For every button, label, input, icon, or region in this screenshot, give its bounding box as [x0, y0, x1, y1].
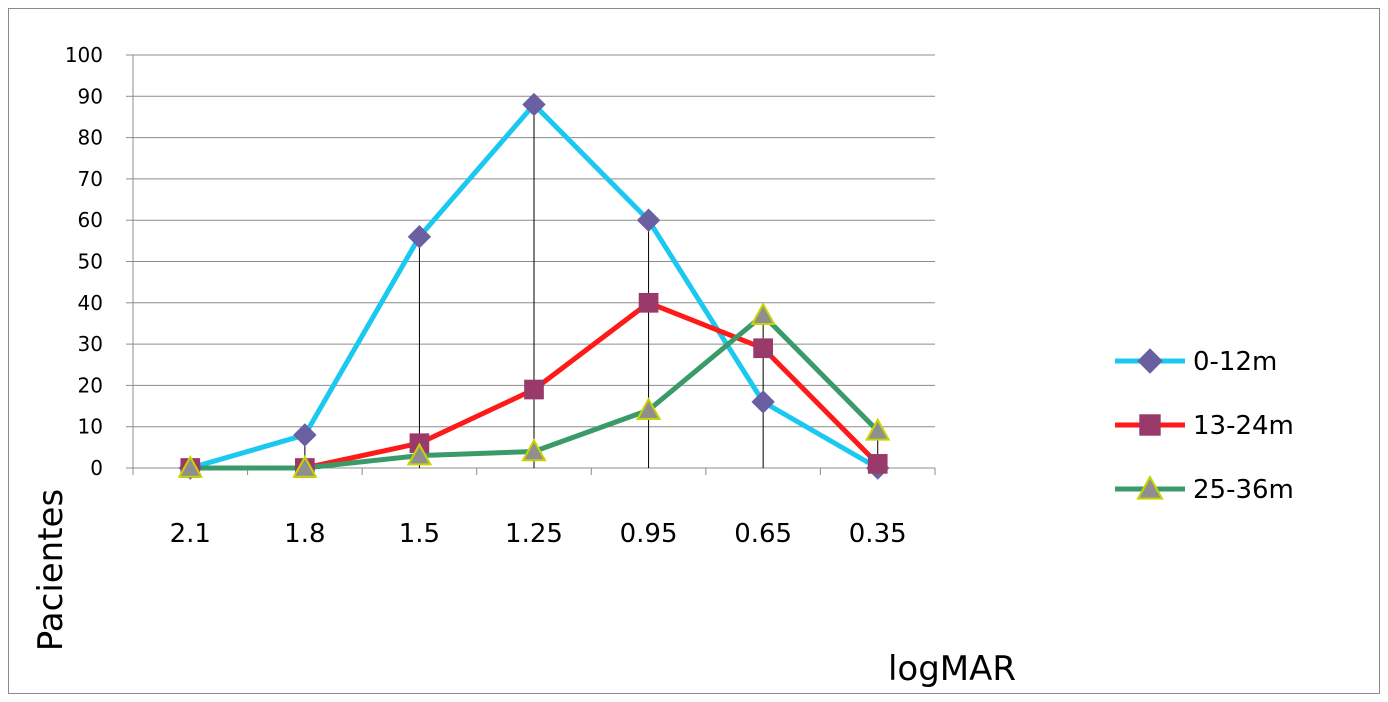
- data-point: [521, 438, 547, 462]
- series-layer: [177, 92, 891, 480]
- data-point: [750, 302, 776, 325]
- y-tick-label: 10: [78, 415, 103, 439]
- data-point: [751, 390, 775, 414]
- x-tick-label: 1.25: [505, 519, 563, 549]
- data-point: [635, 397, 662, 420]
- data-point: [522, 92, 546, 117]
- data-point: [406, 442, 433, 466]
- data-point: [177, 454, 203, 478]
- legend-item: 0-12m: [1115, 347, 1277, 377]
- legend-label: 13-24m: [1193, 411, 1294, 441]
- markers-25-36m: [177, 302, 891, 478]
- x-tick-labels: 2.1 1.8 1.5 1.25 0.95 0.65 0.35: [170, 519, 907, 549]
- legend: 0-12m 13-24m 25-36m: [1115, 347, 1294, 505]
- y-tick-label: 30: [78, 332, 103, 356]
- legend-label: 0-12m: [1193, 347, 1277, 377]
- data-point: [293, 423, 317, 447]
- x-tick-label: 1.8: [284, 519, 325, 549]
- legend-marker: [1139, 414, 1161, 436]
- y-axis-title: Pacientes: [31, 489, 71, 651]
- data-point: [753, 338, 773, 359]
- legend-marker: [1137, 348, 1163, 374]
- y-tick-label: 0: [90, 456, 103, 480]
- data-point: [867, 454, 888, 474]
- data-point: [865, 417, 891, 441]
- legend-label: 25-36m: [1193, 475, 1294, 505]
- data-point: [524, 379, 544, 400]
- y-tick-label: 70: [78, 167, 103, 191]
- x-axis-title: logMAR: [888, 649, 1016, 689]
- y-tick-label: 60: [78, 208, 103, 232]
- y-tick-label: 20: [78, 373, 103, 397]
- data-point: [638, 292, 659, 313]
- x-tick-label: 0.65: [734, 519, 792, 549]
- legend-item: 13-24m: [1115, 411, 1294, 441]
- y-tick-label: 80: [78, 126, 103, 150]
- legend-item: 25-36m: [1115, 474, 1294, 505]
- legend-marker: [1136, 474, 1164, 500]
- y-tick-label: 50: [78, 250, 103, 274]
- axes-layer: [126, 54, 936, 475]
- drop-lines-layer: [304, 104, 879, 468]
- x-tick-label: 2.1: [170, 519, 211, 549]
- data-point: [292, 454, 318, 478]
- x-tick-label: 0.35: [849, 519, 907, 549]
- y-tick-label: 40: [78, 291, 103, 315]
- x-tick-label: 1.5: [399, 519, 440, 549]
- y-tick-labels: 0 10 20 30 40 50 60 70 80 90 100: [65, 43, 103, 480]
- x-tick-label: 0.95: [620, 519, 678, 549]
- data-point: [407, 225, 432, 249]
- data-point: [636, 208, 661, 232]
- y-tick-label: 100: [65, 43, 103, 67]
- y-tick-label: 90: [78, 84, 103, 108]
